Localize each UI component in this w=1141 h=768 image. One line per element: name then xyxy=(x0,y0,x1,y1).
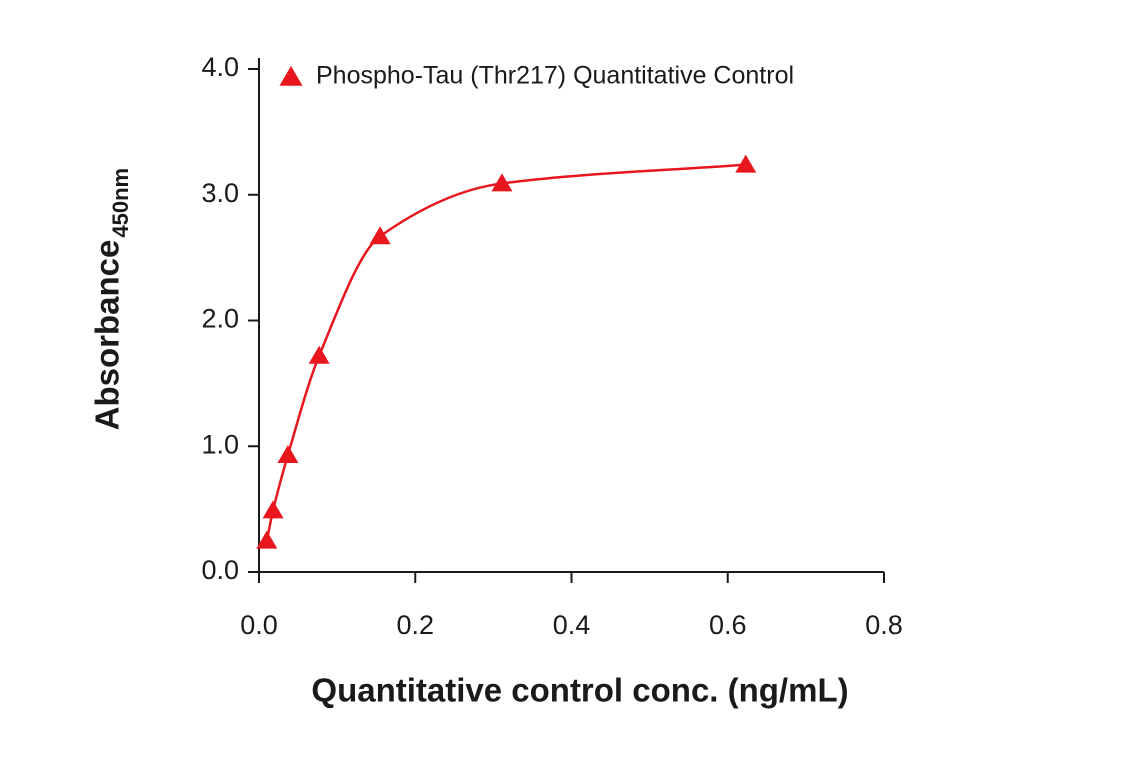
y-axis-title: Absorbance xyxy=(89,240,126,431)
x-tick-label: 0.6 xyxy=(709,610,747,640)
data-point xyxy=(491,173,513,192)
data-point xyxy=(308,345,330,364)
data-point xyxy=(735,154,757,173)
data-point xyxy=(369,226,391,245)
y-tick-label: 3.0 xyxy=(201,178,239,208)
y-tick-label: 1.0 xyxy=(201,429,239,459)
data-point xyxy=(277,445,299,464)
legend-marker xyxy=(279,66,303,86)
x-tick-label: 0.0 xyxy=(240,610,278,640)
y-tick-label: 0.0 xyxy=(201,555,239,585)
y-tick-label: 4.0 xyxy=(201,52,239,82)
x-axis-title: Quantitative control conc. (ng/mL) xyxy=(311,672,848,709)
data-point xyxy=(256,530,278,549)
x-tick-label: 0.4 xyxy=(553,610,591,640)
y-axis-title-group: Absorbance 450nm xyxy=(89,168,133,430)
y-tick-label: 2.0 xyxy=(201,304,239,334)
data-point xyxy=(262,500,284,519)
x-tick-label: 0.8 xyxy=(865,610,903,640)
x-tick-label: 0.2 xyxy=(396,610,434,640)
fit-curve xyxy=(265,163,746,541)
y-axis-subscript: 450nm xyxy=(108,168,133,238)
legend-label: Phospho-Tau (Thr217) Quantitative Contro… xyxy=(316,62,794,90)
